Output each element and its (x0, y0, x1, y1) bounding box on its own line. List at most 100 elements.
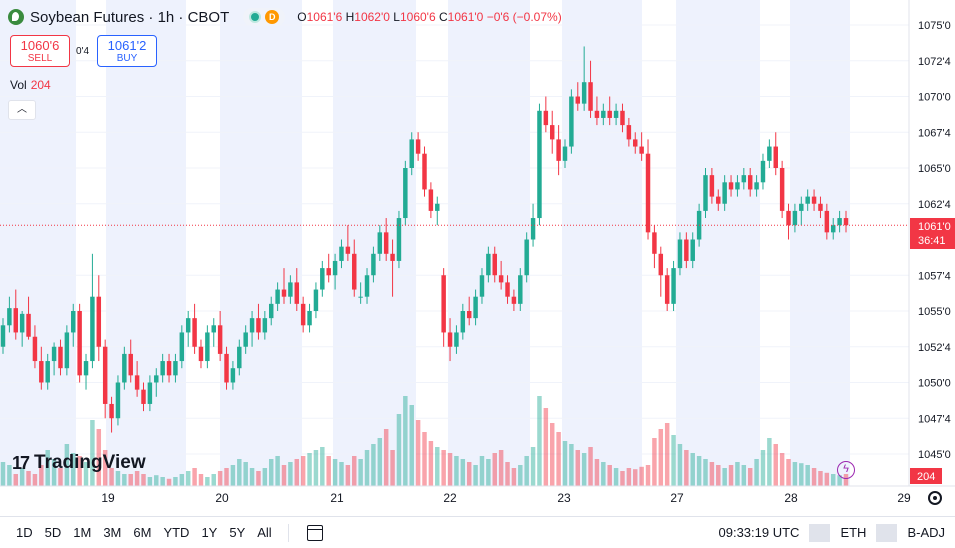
volume-bar (262, 468, 268, 486)
volume-bar (837, 475, 842, 486)
volume-bar (620, 471, 625, 486)
volume-bar (447, 453, 453, 486)
ohlc-values: O1061'6 H1062'0 L1060'6 C1061'0 −0'6 (−0… (297, 10, 562, 24)
volume-bar (13, 474, 19, 486)
candle-body (671, 268, 676, 304)
candle-body (703, 175, 708, 211)
candle-body (230, 368, 236, 383)
price-axis[interactable]: 1075'0 1072'4 1070'0 1067'4 1065'0 1062'4 1057… (918, 20, 951, 461)
candlesticks (0, 46, 849, 433)
volume-bar (549, 423, 555, 486)
time-axis[interactable]: 19 20 21 22 23 27 28 29 (101, 491, 911, 505)
symbol-title[interactable]: Soybean Futures · 1h · CBOT (30, 8, 230, 26)
candle-body (256, 318, 261, 333)
candle-body (307, 311, 312, 326)
adjustment-toggle[interactable]: B-ADJ (907, 525, 945, 540)
range-all[interactable]: All (257, 525, 272, 540)
lightning-icon[interactable]: ϟ (837, 461, 855, 479)
bottom-toolbar: 1D 5D 1M 3M 6M YTD 1Y 5Y All 09:33:19 UT… (0, 516, 955, 548)
candle-body (473, 296, 478, 319)
candle-body (383, 232, 389, 254)
candle-body (830, 225, 836, 233)
volume-bar (562, 441, 568, 486)
volume-bar (754, 459, 759, 486)
range-5y[interactable]: 5Y (229, 525, 246, 540)
candle-body (134, 375, 140, 390)
volume-bar (518, 465, 523, 486)
volume-bar (268, 459, 274, 486)
session-band (220, 0, 302, 486)
candle-body (377, 232, 383, 254)
candle-body (562, 146, 568, 161)
x-tick-label: 28 (784, 491, 798, 505)
gear-icon[interactable] (928, 491, 942, 505)
candle-body (843, 218, 849, 226)
volume-bar (332, 459, 338, 486)
candle-body (320, 268, 325, 290)
delayed-data-icon: D (265, 10, 280, 24)
x-tick-label: 23 (557, 491, 571, 505)
session-toggle[interactable]: ETH (840, 525, 867, 540)
range-6m[interactable]: 6M (133, 525, 152, 540)
volume-bar (352, 456, 357, 486)
clock-time[interactable]: 09:33:19 UTC (718, 525, 800, 540)
range-ytd[interactable]: YTD (163, 525, 190, 540)
y-tick-label: 1067'4 (918, 127, 951, 139)
candle-body (217, 325, 223, 354)
candle-body (594, 110, 600, 118)
volume-bar (824, 472, 830, 486)
candle-body (185, 318, 191, 333)
range-1m[interactable]: 1M (73, 525, 92, 540)
volume-bar (498, 450, 504, 486)
volume-bar (256, 471, 261, 486)
volume-bar (237, 459, 242, 486)
candle-body (128, 353, 133, 376)
volume-bar (658, 429, 664, 486)
candle-body (709, 175, 715, 197)
collapse-legend-button[interactable]: ︿ (8, 100, 36, 120)
candle-body (518, 275, 523, 304)
range-1d[interactable]: 1D (16, 525, 33, 540)
volume-bar (454, 456, 459, 486)
volume-bar (728, 465, 734, 486)
candle-body (626, 125, 632, 140)
volume-bar (294, 459, 300, 486)
volume-bar (786, 459, 791, 486)
volume-bar (466, 462, 472, 486)
volume-bar (128, 474, 133, 486)
volume-bar (396, 414, 402, 486)
candle-body (90, 296, 95, 362)
calendar-icon[interactable] (306, 524, 323, 541)
candle-body (83, 361, 89, 376)
sell-button[interactable]: 1060'6 SELL (10, 35, 70, 67)
volume-bar (90, 420, 95, 486)
candle-body (64, 332, 70, 369)
last-volume-label: 204 (910, 468, 942, 484)
buy-button[interactable]: 1061'2 BUY (97, 35, 157, 67)
candle-body (773, 146, 778, 168)
market-open-icon (249, 11, 262, 23)
candle-body (288, 282, 293, 297)
candle-body (556, 139, 561, 161)
session-band (0, 0, 76, 486)
candle-body (403, 168, 408, 219)
candle-body (543, 110, 549, 126)
candle-body (498, 275, 504, 283)
candle-body (39, 361, 44, 383)
candle-body (51, 346, 57, 362)
volume-bar (799, 463, 804, 486)
range-1y[interactable]: 1Y (201, 525, 218, 540)
tradingview-logo[interactable]: 17 TradingView (12, 452, 146, 473)
candle-body (684, 239, 689, 261)
session-band (448, 0, 530, 486)
range-5d[interactable]: 5D (44, 525, 62, 540)
range-3m[interactable]: 3M (103, 525, 122, 540)
y-tick-label: 1062'4 (918, 199, 951, 211)
candle-body (71, 311, 76, 333)
market-status-pill[interactable]: D (243, 8, 286, 26)
last-price-label: 1061'0 36:41 (910, 218, 955, 249)
candle-body (645, 153, 651, 233)
candle-body (415, 139, 421, 154)
candle-body (109, 403, 114, 419)
